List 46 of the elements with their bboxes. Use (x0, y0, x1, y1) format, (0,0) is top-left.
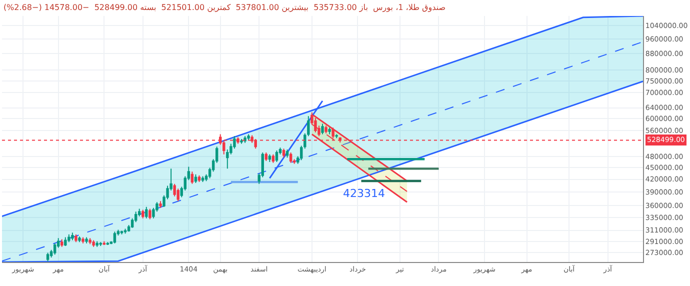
candlestick (159, 200, 162, 208)
candlestick (332, 127, 334, 139)
candlestick (268, 154, 272, 162)
candlestick (60, 238, 64, 248)
candlestick (46, 252, 50, 262)
candlestick (145, 206, 148, 219)
candlestick (176, 188, 180, 202)
candlestick (96, 240, 98, 248)
candlestick (282, 148, 286, 158)
candlestick (173, 183, 176, 197)
candlestick (321, 123, 324, 135)
candlestick (240, 138, 243, 144)
candlestick (99, 242, 102, 246)
candlestick (194, 174, 198, 184)
candlestick (244, 136, 246, 144)
candlestick (71, 232, 74, 241)
candlestick (190, 171, 194, 184)
candlestick (289, 152, 292, 164)
candlestick (275, 150, 278, 162)
candlestick (247, 134, 250, 140)
candlestick (64, 236, 67, 246)
candlestick (264, 152, 268, 162)
candlestick (82, 236, 84, 244)
candlestick (92, 240, 95, 248)
candlestick (198, 174, 201, 183)
candlestick (120, 230, 124, 235)
candlestick (335, 134, 338, 139)
candlestick (106, 242, 110, 246)
candlestick (113, 231, 116, 244)
candlestick (324, 125, 328, 134)
candlestick (142, 209, 144, 219)
chart-title: صندوق طلا، 1، بورس باز 535733.00 بیشترین 537801.00 کمترین 521501.00 بسته 528499.00 −14578.00 (−2.68%) (3, 2, 446, 12)
candlestick (286, 149, 289, 158)
candlestick (68, 234, 70, 243)
candlestick (124, 228, 127, 234)
candlestick (328, 127, 331, 135)
candlestick (148, 208, 152, 220)
candlestick (85, 236, 88, 244)
annotation: 423314 (343, 187, 385, 200)
candlestick (272, 154, 275, 164)
candlestick (78, 236, 81, 243)
line-series (2, 16, 643, 218)
candlestick (74, 234, 78, 243)
candlestick (102, 240, 106, 246)
candlestick (88, 238, 92, 245)
candlestick (201, 176, 204, 183)
